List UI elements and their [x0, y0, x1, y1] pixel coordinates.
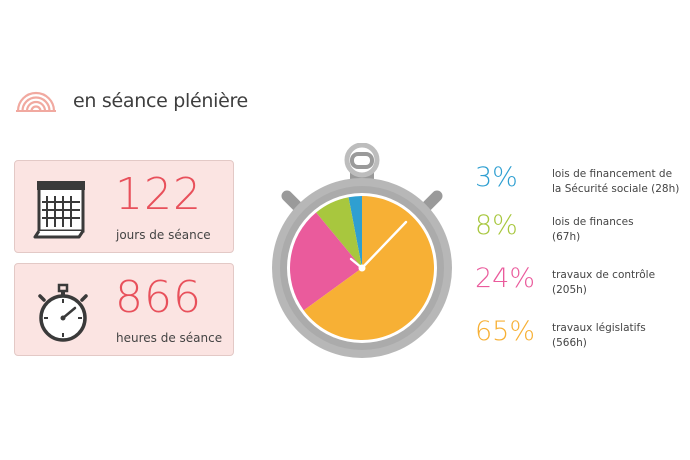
legend-pct: 3%	[475, 162, 518, 193]
calendar-icon	[33, 181, 85, 239]
legend-label: lois de finances (67h)	[552, 216, 634, 243]
page-title: en séance plénière	[73, 90, 248, 112]
legend-label: travaux de contrôle (205h)	[552, 269, 656, 296]
arcs-icon	[16, 91, 56, 112]
stopwatch-pie-chart	[272, 143, 452, 358]
pie-slice-legislatifs	[303, 196, 434, 340]
pie-slice-controle	[290, 212, 362, 311]
stat-card-hours: 866 heures de séance	[14, 263, 234, 356]
pie-slice-plf	[316, 197, 362, 268]
legend-pct: 8%	[475, 210, 518, 241]
legend-pct: 65%	[475, 316, 536, 347]
stat-card-days: 122 jours de séance	[14, 160, 234, 253]
hours-count: 866	[115, 272, 202, 323]
legend-label: lois de financement de la Sécurité socia…	[552, 168, 680, 195]
hours-label: heures de séance	[116, 331, 223, 345]
legend-label: travaux législatifs (566h)	[552, 322, 646, 349]
days-count: 122	[115, 169, 202, 220]
section-header: en séance plénière	[15, 90, 248, 112]
days-label: jours de séance	[116, 228, 211, 242]
pie-slice-plfss	[348, 196, 362, 268]
stopwatch-icon	[38, 283, 88, 342]
legend-pct: 24%	[475, 263, 536, 294]
